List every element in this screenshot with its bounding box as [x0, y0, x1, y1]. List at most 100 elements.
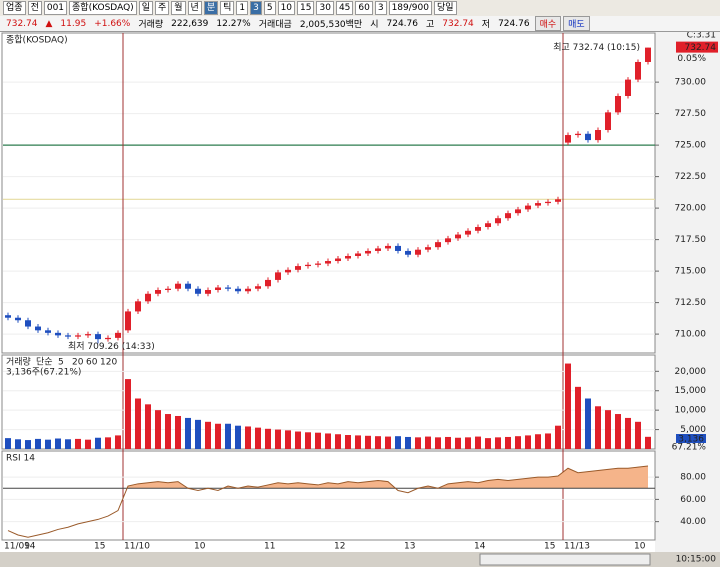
toolbar: 업종 전 001 종합(KOSDAQ) 일 주 월 년 분 틱 1 3 5 10 15 30 45 60 3 189/…: [0, 0, 720, 16]
candle-body: [285, 269, 291, 273]
candle-body: [225, 287, 231, 289]
volume-bar: [355, 435, 361, 449]
toolbar-button[interactable]: 10: [277, 1, 296, 15]
volume-bar: [295, 431, 301, 449]
x-tick-label: 15: [94, 542, 105, 552]
volume-bar: [265, 428, 271, 449]
candle-body: [445, 238, 451, 243]
toolbar-button[interactable]: 당일: [433, 1, 457, 15]
toolbar-button[interactable]: 30: [316, 1, 334, 15]
x-tick-label: 11/10: [124, 542, 150, 552]
order-button[interactable]: 매도: [563, 16, 590, 31]
legend-subtitle: 3,136주(67.21%): [6, 367, 81, 378]
volume-bar: [325, 433, 331, 449]
toolbar-button[interactable]: 전: [27, 1, 42, 15]
volume-bar: [455, 437, 461, 449]
x-tick-label: 12: [334, 542, 345, 552]
volume-bar: [605, 410, 611, 449]
volume-bar: [635, 421, 641, 449]
toolbar-button[interactable]: 주: [154, 1, 170, 15]
toolbar-button[interactable]: 종합(KOSDAQ): [69, 1, 137, 15]
toolbar-button[interactable]: 틱: [220, 1, 235, 15]
candle-body: [215, 287, 221, 291]
toolbar-button[interactable]: 1: [236, 1, 249, 15]
legend-entry: 60: [86, 358, 98, 368]
rsi-fill: [127, 466, 648, 489]
candle-body: [155, 290, 161, 294]
scroll-controls[interactable]: [479, 553, 651, 566]
x-tick-label: 14: [474, 542, 486, 552]
volume-bar: [55, 438, 61, 449]
y-tick-label: 20,000: [675, 367, 707, 377]
candle-body: [195, 288, 201, 294]
volume-bar: [185, 417, 191, 449]
quote-field: 732.74: [6, 18, 38, 29]
y-tick-label: 710.00: [675, 330, 707, 340]
x-tick-label: 15: [544, 542, 555, 552]
volume-bar: [245, 426, 251, 449]
candle-body: [335, 258, 341, 262]
axis-area: [655, 32, 720, 567]
volume-bar: [145, 404, 151, 449]
x-tick-label: 13: [404, 542, 415, 552]
volume-bar: [515, 436, 521, 449]
volume-bar: [195, 419, 201, 449]
toolbar-button[interactable]: 월: [171, 1, 186, 15]
volume-bar: [625, 417, 631, 449]
volume-bar: [345, 435, 351, 449]
quote-field: 724.76: [386, 18, 419, 29]
panel-title: 종합(KOSDAQ): [6, 35, 68, 46]
y-tick-label: 40.00: [680, 517, 706, 527]
toolbar-button[interactable]: 3: [374, 1, 387, 15]
legend-text: 거래량: [6, 356, 31, 368]
candle-body: [205, 290, 211, 294]
candle-body: [435, 242, 441, 248]
volume-bar: [65, 439, 71, 449]
candle-body: [455, 234, 461, 239]
toolbar-button[interactable]: 업종: [3, 1, 26, 15]
volume-bar: [405, 436, 411, 449]
candle-body: [15, 317, 21, 321]
volume-bar: [115, 435, 121, 449]
x-tick-label: 11: [264, 542, 275, 552]
toolbar-button[interactable]: 5: [263, 1, 276, 15]
y-tick-label: 717.50: [675, 235, 707, 245]
last-price: 732.74: [685, 43, 717, 53]
candle-body: [465, 230, 471, 235]
toolbar-button[interactable]: 001: [43, 1, 68, 15]
toolbar-button[interactable]: 년: [187, 1, 202, 15]
y-tick-label: 712.50: [675, 298, 707, 308]
candle-body: [75, 335, 81, 337]
quote-bar: 732.74 ▲ 11.95 +1.66% 거래량 222,639 12.27% 거래대금 2,…: [0, 16, 720, 32]
toolbar-button[interactable]: 60: [355, 1, 373, 15]
order-button[interactable]: 매수: [534, 16, 562, 31]
toolbar-button[interactable]: 3: [250, 1, 262, 15]
candle-body: [615, 95, 621, 113]
volume-bar: [545, 433, 551, 449]
candle-body: [145, 293, 151, 302]
candle-body: [305, 264, 311, 267]
y-tick-label: 15,000: [675, 386, 707, 396]
volume-bar: [615, 414, 621, 449]
toolbar-button[interactable]: 45: [335, 1, 354, 15]
x-tick-label: 10: [634, 542, 646, 552]
candle-body: [245, 288, 251, 292]
candle-body: [85, 334, 91, 336]
last-volume-pct: 67.21%: [672, 443, 707, 453]
quote-field: 11.95: [60, 18, 87, 29]
candle-body: [625, 79, 631, 96]
candle-body: [315, 263, 321, 265]
candle-body: [325, 261, 331, 264]
toolbar-button[interactable]: 분: [203, 1, 219, 15]
y-tick-label: 715.00: [675, 267, 707, 277]
rsi-line: [7, 465, 649, 538]
candle-body: [55, 332, 61, 336]
toolbar-button[interactable]: 15: [297, 1, 315, 15]
volume-bar: [105, 437, 111, 449]
toolbar-button[interactable]: 일: [138, 1, 153, 15]
toolbar-button[interactable]: 189/900: [388, 1, 432, 15]
candle-body: [395, 245, 401, 251]
candle-body: [475, 227, 481, 231]
volume-bar: [215, 423, 221, 449]
annotation: 최고 732.74 (10:15): [553, 42, 640, 53]
